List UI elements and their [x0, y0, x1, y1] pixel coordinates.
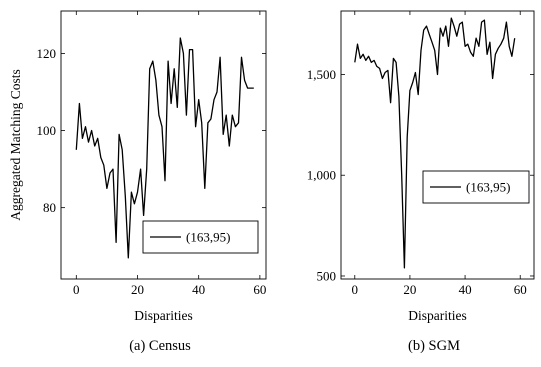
x-tick-label: 40 [192, 282, 205, 297]
x-tick-label: 40 [459, 282, 472, 297]
figure-caption: (a) Census [129, 338, 191, 354]
series-line [75, 37, 254, 259]
x-tick-label: 60 [514, 282, 527, 297]
x-tick-label: 60 [253, 282, 266, 297]
chart-panel-1: 0 20 40 60 80 100 120 Disparities Aggregated Mat… [8, 10, 267, 354]
chart-panel-2: 0 20 40 60 500 1,000 1,500 Disparities (163,95) (… [307, 10, 535, 354]
y-tick-label: 1,000 [307, 168, 336, 183]
x-tick-label: 20 [403, 282, 416, 297]
y-tick-label: 80 [43, 200, 56, 215]
y-tick-label: 120 [37, 46, 57, 61]
x-tick-label: 20 [131, 282, 144, 297]
x-axis-label: Disparities [134, 308, 193, 323]
y-axis-label: Aggregated Matching Costs [8, 69, 23, 220]
legend-label: (163,95) [466, 180, 510, 195]
x-tick-label: 0 [73, 282, 80, 297]
axis-frame [60, 10, 267, 280]
y-tick-label: 500 [317, 268, 337, 283]
legend-label: (163,95) [186, 230, 230, 245]
series-line [354, 17, 516, 269]
x-tick-label: 0 [352, 282, 359, 297]
y-tick-label: 100 [37, 123, 57, 138]
x-axis-label: Disparities [408, 308, 467, 323]
axis-frame [340, 10, 535, 280]
figure-caption: (b) SGM [408, 338, 460, 354]
y-tick-label: 1,500 [307, 67, 336, 82]
